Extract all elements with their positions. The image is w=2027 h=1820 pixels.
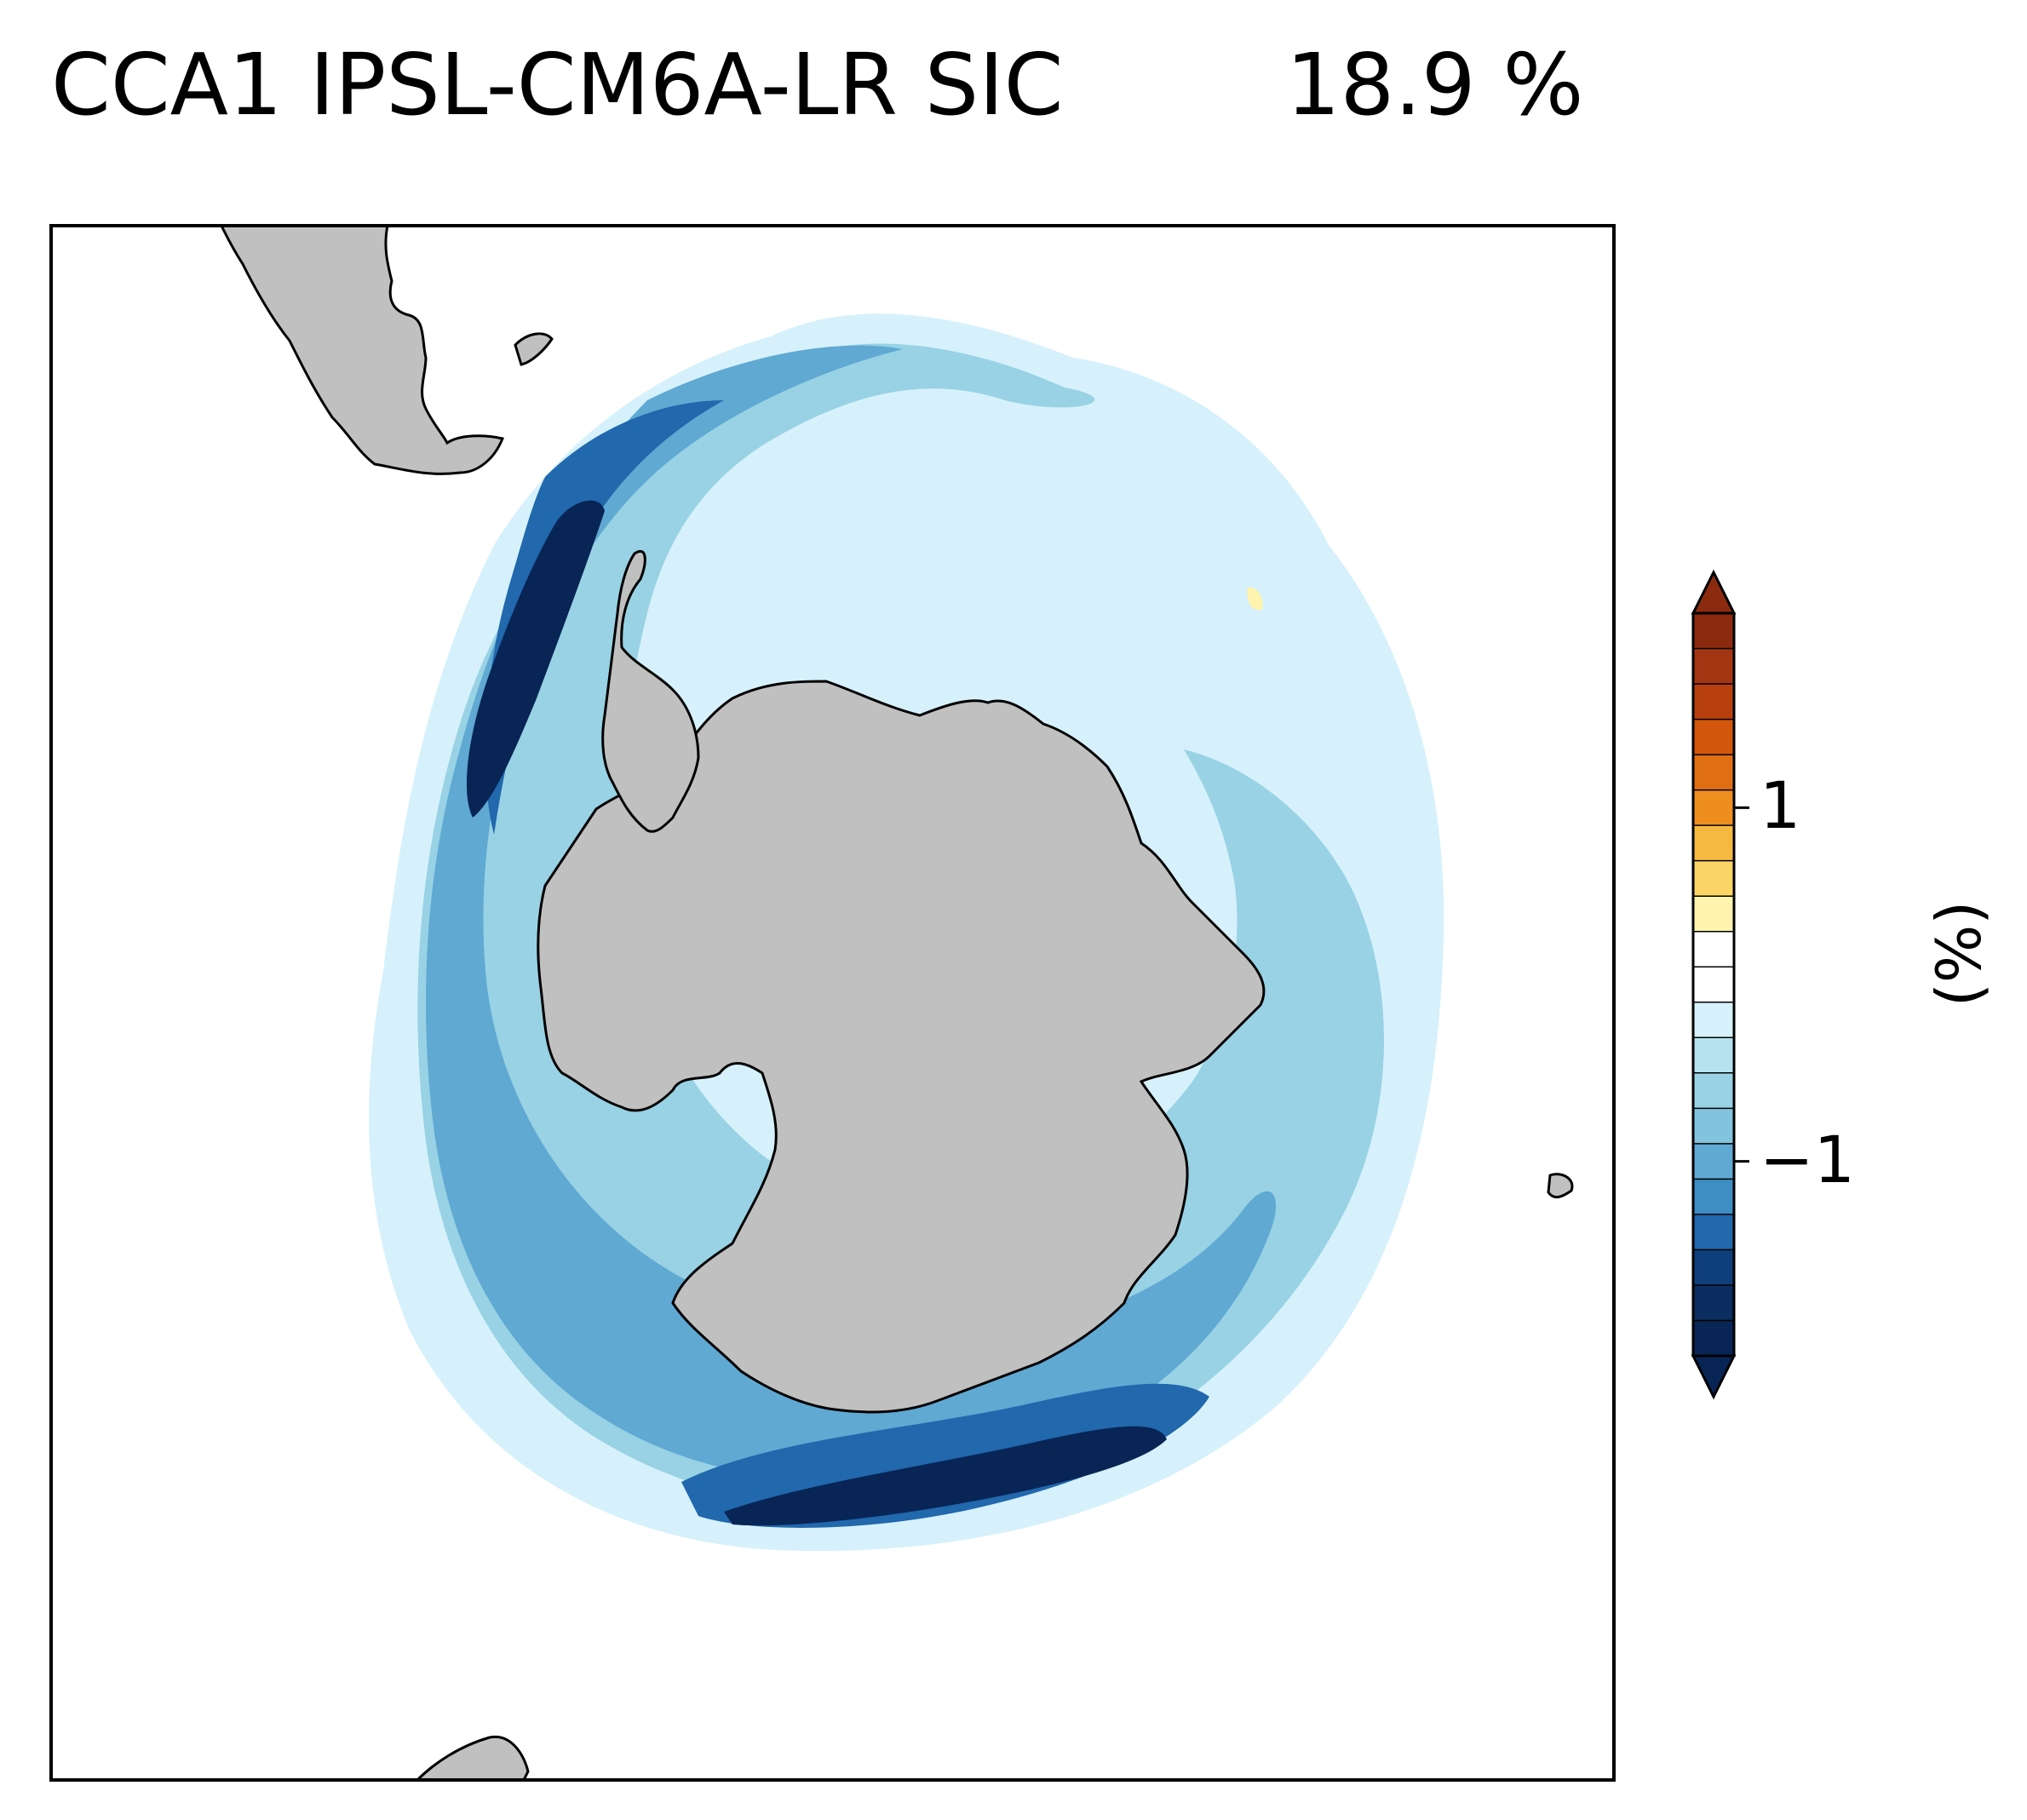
colorbar-segment [1693, 1002, 1734, 1038]
colorbar-segment [1693, 1108, 1734, 1145]
anomaly-field-darkest-south [724, 1426, 1167, 1526]
map-title: CCA1 IPSL-CM6A-LR SIC [51, 35, 1064, 135]
global-mean-value: 18.9 % [1286, 35, 1584, 135]
colorbar-segment [1693, 1037, 1734, 1074]
anomaly-field-positive-spot [1247, 587, 1263, 611]
map-frame [49, 224, 1616, 1782]
colorbar-segment [1693, 1249, 1734, 1286]
colorbar-segment [1693, 613, 1734, 650]
colorbar-segment [1693, 1214, 1734, 1250]
antarctica-land [537, 680, 1266, 1414]
colorbar-segment [1693, 755, 1734, 791]
anomaly-field-darkest-west [466, 500, 605, 818]
colorbar-segment [1693, 931, 1734, 967]
colorbar-frame [1691, 611, 1736, 1358]
colorbar-segment [1693, 648, 1734, 685]
colorbar-segment [1693, 1072, 1734, 1109]
colorbar-segment [1693, 789, 1734, 826]
colorbar-segment [1693, 684, 1734, 721]
falkland-islands [514, 332, 554, 366]
colorbar-segment [1693, 1179, 1734, 1215]
colorbar-extend-min [1691, 1354, 1737, 1400]
new-zealand-land [415, 1735, 530, 1780]
colorbar-tick-label: −1 [1760, 1121, 1856, 1197]
kerguelen-island [1547, 1173, 1574, 1199]
colorbar-tick-label: 1 [1760, 767, 1801, 844]
colorbar-extend-max [1691, 569, 1737, 615]
colorbar-segment [1693, 1143, 1734, 1180]
colorbar-segment [1693, 1320, 1734, 1357]
colorbar-segment [1693, 825, 1734, 862]
colorbar-segment [1693, 1284, 1734, 1321]
colorbar-segment [1693, 967, 1734, 1003]
colorbar-segment [1693, 896, 1734, 933]
south-america-land [220, 226, 505, 475]
antarctic-peninsula [601, 550, 700, 833]
colorbar-segment [1693, 719, 1734, 755]
anomaly-field-dark [485, 400, 724, 835]
colorbar-unit-label: (%) [1923, 900, 1995, 1008]
colorbar-segment [1693, 860, 1734, 897]
